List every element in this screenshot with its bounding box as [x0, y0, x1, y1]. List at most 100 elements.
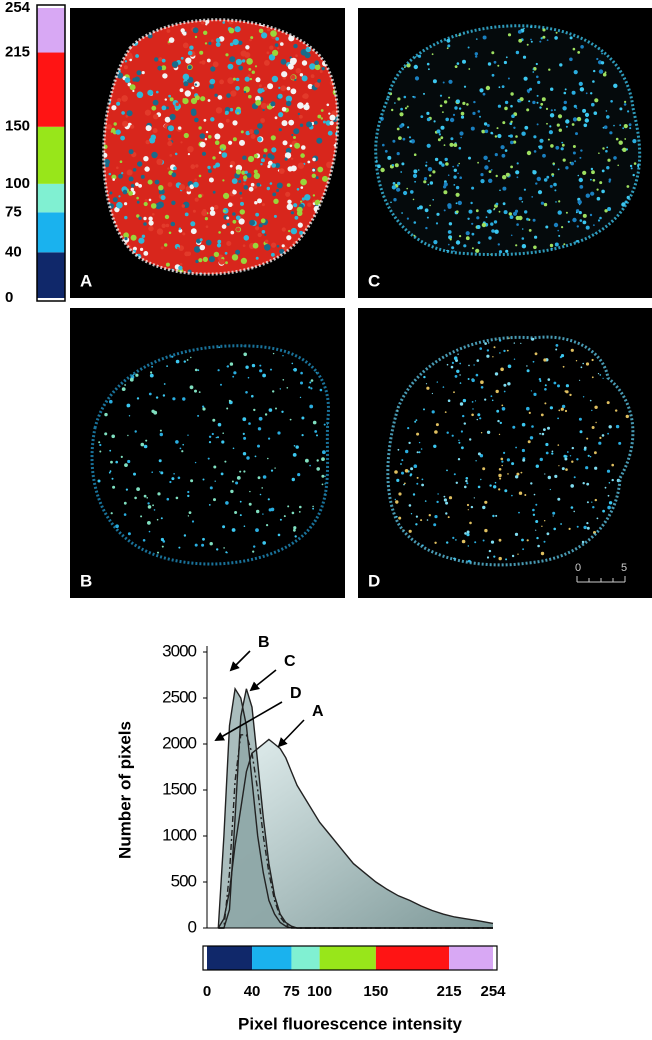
texture-dot: [571, 349, 574, 352]
texture-dot: [322, 450, 326, 454]
texture-dot: [112, 478, 114, 480]
texture-dot: [261, 103, 267, 109]
scale-segment: [320, 946, 376, 970]
texture-dot: [179, 228, 181, 230]
texture-dot: [603, 378, 604, 379]
texture-dot: [445, 411, 447, 413]
texture-dot: [414, 464, 418, 468]
texture-dot: [291, 211, 294, 214]
texture-dot: [170, 114, 176, 120]
texture-dot: [309, 63, 315, 69]
texture-dot: [529, 412, 531, 414]
texture-dot: [178, 126, 181, 129]
texture-dot: [252, 551, 254, 553]
texture-dot: [468, 365, 470, 367]
texture-dot: [208, 42, 211, 45]
texture-dot: [295, 535, 297, 537]
texture-dot: [287, 87, 291, 91]
scale-segment: [37, 127, 65, 184]
texture-dot: [210, 486, 213, 489]
texture-dot: [407, 106, 409, 108]
texture-dot: [182, 397, 185, 400]
texture-dot: [469, 438, 471, 440]
texture-dot: [144, 166, 149, 171]
texture-dot: [542, 97, 546, 101]
texture-dot: [436, 501, 438, 503]
texture-dot: [390, 202, 392, 204]
texture-dot: [415, 76, 419, 80]
texture-dot: [468, 378, 470, 380]
texture-dot: [311, 74, 315, 78]
texture-dot: [281, 411, 283, 413]
texture-dot: [400, 108, 403, 111]
texture-dot: [427, 217, 429, 219]
texture-dot: [630, 165, 632, 167]
texture-dot: [328, 131, 333, 136]
texture-dot: [264, 234, 266, 236]
texture-dot: [278, 87, 280, 89]
texture-dot: [445, 512, 447, 514]
texture-dot: [316, 467, 320, 471]
texture-dot: [226, 241, 231, 246]
texture-dot: [563, 159, 566, 162]
texture-dot: [191, 228, 197, 234]
texture-dot: [254, 170, 258, 174]
texture-dot: [561, 408, 564, 411]
texture-dot: [205, 42, 207, 44]
texture-dot: [610, 100, 613, 103]
texture-dot: [281, 59, 287, 65]
texture-dot: [219, 80, 224, 85]
texture-dot: [393, 198, 396, 201]
texture-dot: [156, 396, 158, 398]
texture-dot: [156, 159, 162, 165]
texture-dot: [545, 226, 548, 229]
texture-dot: [222, 21, 225, 24]
texture-dot: [99, 444, 101, 446]
texture-dot: [198, 258, 202, 262]
texture-dot: [580, 87, 584, 91]
texture-dot: [222, 179, 224, 181]
texture-dot: [551, 109, 553, 111]
texture-dot: [264, 148, 268, 152]
texture-dot: [579, 380, 580, 381]
texture-dot: [441, 163, 444, 166]
texture-dot: [153, 100, 159, 106]
texture-dot: [442, 111, 444, 113]
texture-dot: [214, 205, 219, 210]
texture-dot: [317, 459, 319, 461]
texture-dot: [477, 359, 480, 362]
texture-dot: [413, 169, 417, 173]
texture-dot: [210, 66, 215, 71]
texture-dot: [554, 475, 557, 478]
texture-dot: [162, 106, 167, 111]
texture-dot: [267, 83, 273, 89]
texture-dot: [244, 235, 250, 241]
texture-dot: [282, 227, 286, 231]
texture-dot: [425, 165, 427, 167]
texture-dot: [536, 76, 539, 79]
texture-dot: [444, 209, 446, 211]
texture-dot: [530, 482, 532, 484]
texture-dot: [116, 129, 121, 134]
texture-dot: [113, 197, 118, 202]
texture-dot: [160, 471, 163, 474]
texture-dot: [160, 460, 161, 461]
texture-dot: [240, 197, 242, 199]
texture-dot: [213, 191, 216, 194]
texture-dot: [433, 240, 437, 244]
texture-dot: [155, 180, 160, 185]
texture-dot: [510, 215, 514, 219]
texture-dot: [519, 197, 523, 201]
texture-dot: [480, 173, 483, 176]
texture-dot: [380, 168, 384, 172]
texture-dot: [586, 92, 588, 94]
texture-dot: [280, 519, 282, 521]
texture-dot: [478, 452, 481, 455]
texture-dot: [300, 382, 303, 385]
texture-dot: [541, 202, 544, 205]
texture-dot: [580, 149, 582, 151]
texture-dot: [535, 520, 538, 523]
texture-dot: [235, 26, 241, 32]
texture-dot: [259, 84, 262, 87]
texture-dot: [473, 364, 474, 365]
